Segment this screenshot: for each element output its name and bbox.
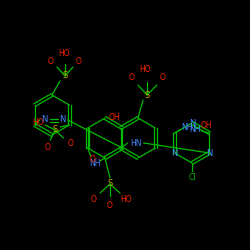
Text: S: S (108, 180, 112, 188)
Text: N: N (189, 118, 195, 128)
Text: NH: NH (190, 126, 201, 134)
Text: Cl: Cl (188, 172, 196, 182)
Text: O: O (129, 74, 135, 82)
Text: O: O (90, 156, 96, 164)
Text: HO: HO (120, 196, 132, 204)
Text: OH: OH (201, 120, 212, 130)
Text: O: O (91, 196, 97, 204)
Text: S: S (62, 72, 68, 80)
Text: S: S (144, 90, 150, 100)
Text: HN: HN (130, 138, 141, 147)
Text: HO: HO (139, 66, 151, 74)
Text: OH: OH (108, 114, 120, 122)
Text: HO: HO (58, 48, 70, 58)
Text: O: O (44, 144, 50, 152)
Text: N: N (172, 148, 178, 158)
Text: N: N (206, 148, 212, 158)
Text: O: O (160, 74, 166, 82)
Text: N: N (60, 116, 66, 124)
Text: O: O (107, 202, 113, 210)
Text: O: O (68, 140, 73, 148)
Text: O: O (76, 56, 82, 66)
Text: O: O (48, 56, 54, 66)
Text: S: S (53, 126, 58, 134)
Text: N: N (42, 116, 48, 124)
Text: NH: NH (181, 124, 192, 132)
Text: HO: HO (32, 118, 44, 126)
Text: NH: NH (89, 158, 101, 168)
